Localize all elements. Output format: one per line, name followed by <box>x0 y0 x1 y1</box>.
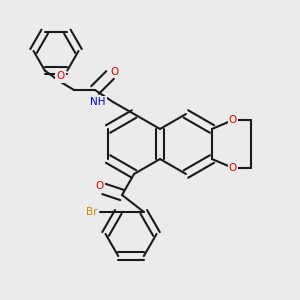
Text: O: O <box>229 115 237 125</box>
Text: Br: Br <box>86 207 97 217</box>
Text: O: O <box>95 181 104 191</box>
Text: O: O <box>56 71 65 82</box>
Text: O: O <box>110 67 119 77</box>
Text: O: O <box>229 163 237 173</box>
Text: NH: NH <box>90 97 106 107</box>
